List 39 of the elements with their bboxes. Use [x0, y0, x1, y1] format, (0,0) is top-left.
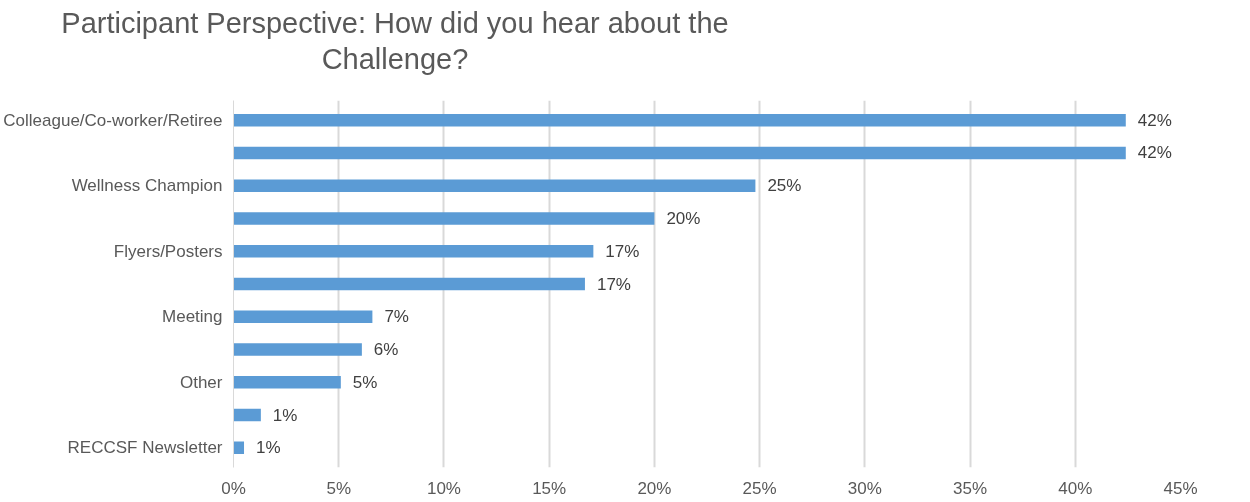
x-tick-label: 15% [532, 478, 567, 498]
data-label: 17% [605, 241, 640, 261]
data-label: 42% [1137, 110, 1172, 130]
y-tick-label: Other [179, 372, 223, 392]
data-label: 7% [384, 307, 409, 327]
bar [233, 277, 585, 291]
bar [233, 376, 341, 389]
x-tick-label: 25% [742, 478, 777, 498]
data-label: 17% [596, 274, 631, 294]
x-tick-label: 5% [326, 478, 352, 498]
bar [233, 146, 1126, 160]
data-label: 20% [666, 208, 701, 228]
data-label: 1% [272, 405, 298, 425]
bar [233, 310, 373, 323]
x-tick-label: 30% [847, 478, 882, 498]
data-label: 5% [352, 372, 378, 392]
x-tick-label: 20% [637, 478, 672, 498]
x-tick-label: 10% [426, 478, 461, 498]
bar [233, 441, 245, 455]
bar [233, 113, 1126, 127]
y-tick-label: Colleague/Co-worker/Retiree [3, 110, 223, 130]
bar [233, 408, 261, 422]
x-tick-label: 45% [1163, 478, 1198, 498]
chart-title: Participant Perspective: How did you hear about the Challenge? [60, 6, 730, 77]
x-tick-label: 40% [1058, 478, 1093, 498]
data-label: 6% [373, 340, 399, 360]
y-tick-label: RECCSF Newsletter [67, 438, 223, 458]
bar [233, 343, 362, 356]
y-tick-label: Meeting [162, 307, 223, 327]
y-tick-label: Wellness Champion [71, 176, 223, 196]
data-label: 42% [1137, 143, 1172, 163]
x-tick-label: 0% [221, 478, 246, 498]
data-label: 25% [767, 176, 802, 196]
bar [233, 212, 655, 225]
y-tick-label: Flyers/Posters [113, 241, 223, 261]
x-tick-label: 35% [953, 478, 988, 498]
bar [233, 179, 756, 192]
data-label: 1% [256, 438, 281, 458]
bar [233, 245, 594, 258]
